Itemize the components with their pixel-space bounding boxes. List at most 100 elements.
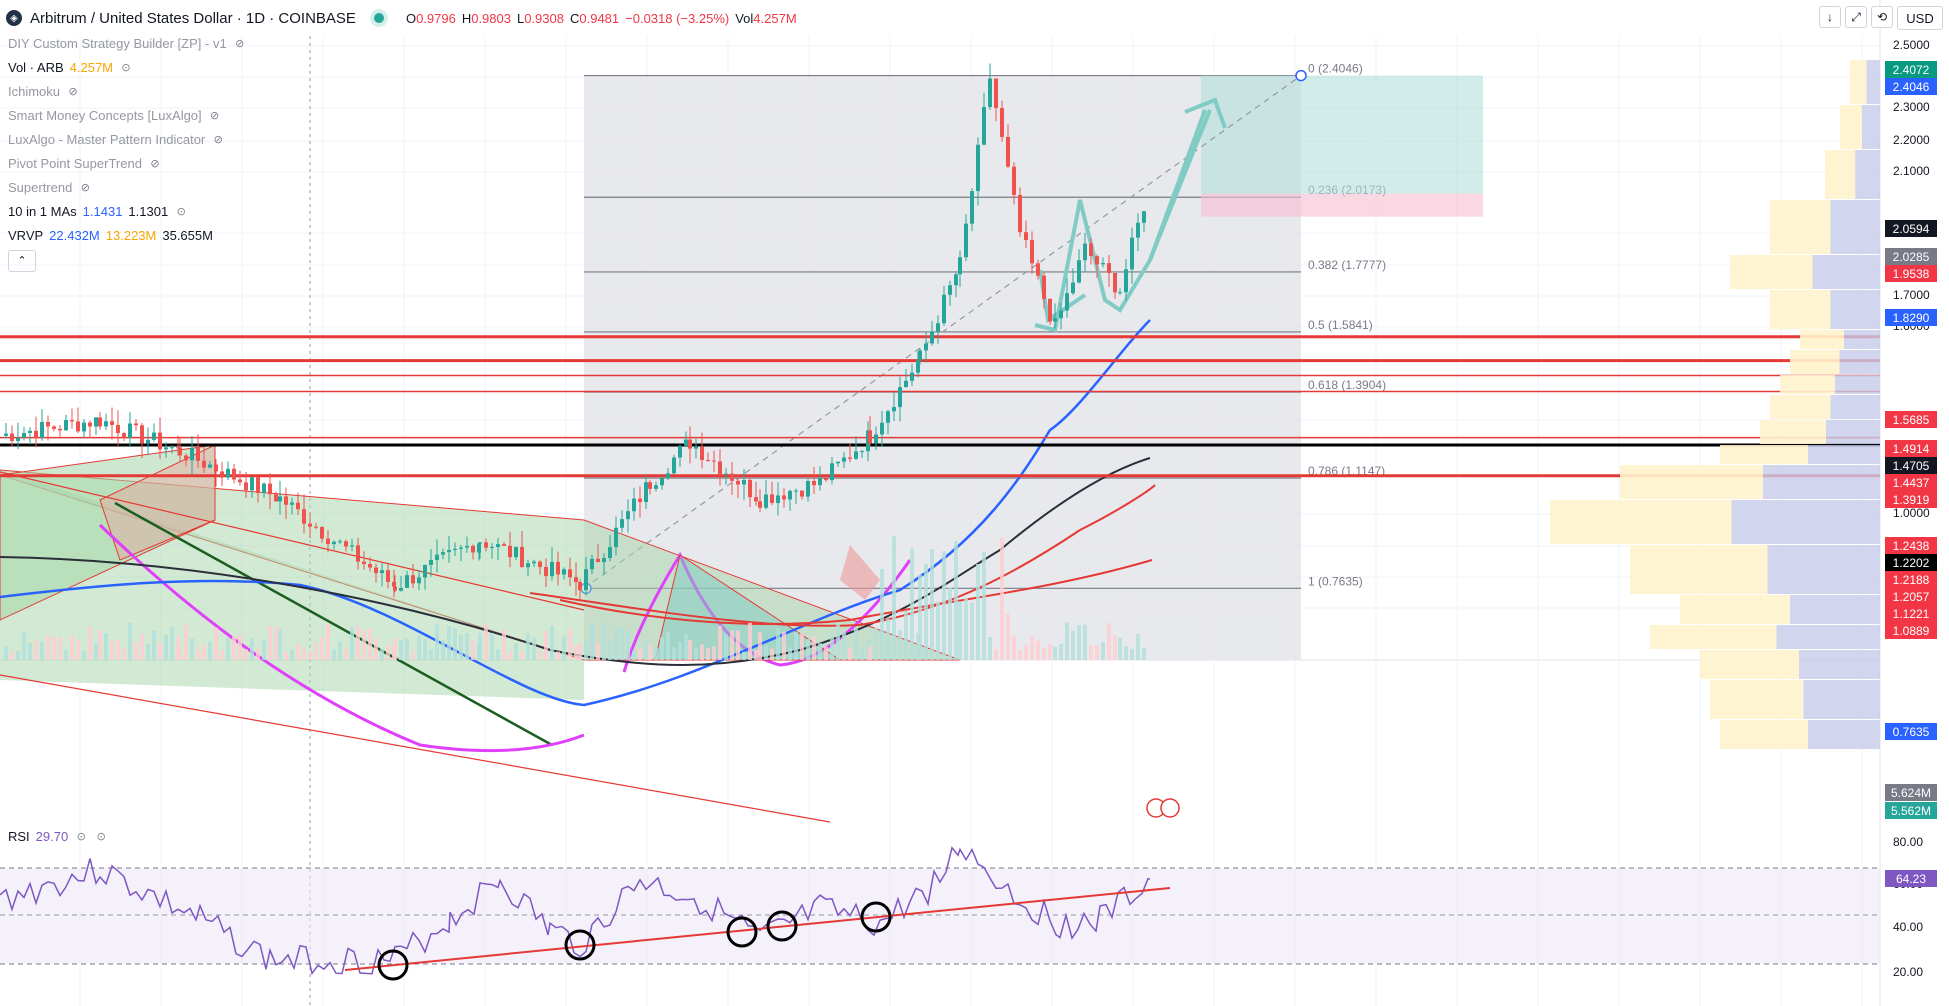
candle-body — [854, 451, 858, 459]
candle-body — [748, 479, 752, 498]
candle-body — [110, 421, 114, 425]
volume-profile-bar — [1770, 395, 1831, 419]
volume-bar — [976, 563, 980, 660]
price-tag: 1.4705 — [1885, 457, 1937, 474]
volume-bar — [459, 634, 463, 660]
price-axis-label: 2.5000 — [1893, 38, 1930, 52]
price-tag: 1.9538 — [1885, 265, 1937, 282]
volume-bar — [250, 638, 254, 660]
volume-profile-bar — [1650, 625, 1777, 649]
volume-bar — [58, 636, 62, 660]
chevron-up-icon[interactable]: ⌃ — [8, 250, 36, 272]
fib-level-label: 0.5 (1.5841) — [1308, 318, 1373, 332]
eye-off-icon[interactable]: ⊘ — [68, 86, 78, 98]
currency-selector[interactable]: USD — [1897, 6, 1943, 30]
eye-off-icon[interactable]: ⊘ — [150, 158, 160, 170]
screenshot-icon[interactable]: ⟲ — [1871, 6, 1893, 28]
volume-profile-bar — [1630, 545, 1768, 594]
legend-row[interactable]: VRVP 22.432M 13.223M 35.655M — [8, 224, 247, 248]
volume-bar — [1095, 645, 1099, 660]
legend-row[interactable]: Supertrend ⊘ — [8, 176, 247, 200]
candle-body — [1071, 282, 1075, 294]
candle-body — [28, 430, 32, 433]
candle-body — [916, 360, 920, 373]
candle-body — [788, 490, 792, 500]
volume-bar — [399, 640, 403, 660]
candle-body — [718, 461, 722, 475]
candle-body — [818, 478, 822, 486]
volume-bar — [532, 637, 536, 660]
candle-body — [1107, 263, 1111, 274]
volume-bar — [712, 646, 716, 660]
volume-bar — [1089, 645, 1093, 660]
volume-bar — [700, 644, 704, 660]
candle-body — [158, 432, 162, 450]
volume-bar — [178, 649, 182, 660]
candle-body — [782, 495, 786, 500]
legend-row[interactable]: 10 in 1 MAs 1.1431 1.1301 ⊙ — [8, 200, 247, 224]
eye-off-icon[interactable]: ⊘ — [235, 38, 245, 50]
candle-body — [226, 468, 230, 478]
volume-bar — [82, 651, 86, 660]
candle-body — [314, 526, 318, 528]
candle-body — [399, 587, 403, 591]
volume-bar — [502, 629, 506, 660]
volume-bar — [904, 610, 908, 660]
volume-bar — [40, 641, 44, 660]
candle-body — [362, 561, 366, 565]
settings-dot-icon[interactable]: ⊙ — [176, 206, 186, 218]
legend-row[interactable]: DIY Custom Strategy Builder [ZP] - v1 ⊘ — [8, 32, 247, 56]
eye-off-icon[interactable]: ⊘ — [80, 182, 90, 194]
volume-bar — [405, 638, 409, 660]
candle-body — [1136, 222, 1140, 238]
candle-body — [190, 447, 194, 461]
volume-bar — [1071, 630, 1075, 660]
legend-row[interactable]: Vol · ARB 4.257M ⊙ — [8, 56, 247, 80]
candle-body — [356, 545, 360, 562]
volume-bar — [892, 535, 896, 660]
candle-body — [1059, 310, 1063, 319]
candle-body — [76, 421, 80, 432]
volume-bar — [1042, 647, 1046, 660]
candle-body — [208, 464, 212, 468]
eye-off-icon[interactable]: ⊘ — [213, 134, 223, 146]
volume-bar — [274, 626, 278, 660]
legend-row[interactable]: Smart Money Concepts [LuxAlgo] ⊘ — [8, 104, 247, 128]
ohlc-key: O — [405, 10, 417, 26]
volume-bar — [332, 649, 336, 660]
volume-bar — [1142, 647, 1146, 660]
volume-bar — [22, 632, 26, 660]
candle-body — [1101, 263, 1105, 265]
projection-arrow-head — [1184, 97, 1227, 129]
settings-dot-icon[interactable]: ⊙ — [121, 62, 131, 74]
volume-profile-bar — [1720, 720, 1808, 749]
candle-body — [694, 446, 698, 449]
legend-row[interactable]: Pivot Point SuperTrend ⊘ — [8, 152, 247, 176]
volume-bar — [574, 645, 578, 660]
settings-dot-icon[interactable]: ⊙ — [76, 831, 86, 843]
candle-body — [918, 350, 922, 361]
candle-body — [706, 460, 710, 462]
candle-body — [848, 457, 852, 459]
legend-row[interactable]: LuxAlgo - Master Pattern Indicator ⊘ — [8, 128, 247, 152]
volume-bar — [268, 625, 272, 660]
volume-profile-bar — [1730, 255, 1813, 289]
candle-body — [1000, 108, 1004, 137]
fib-level-label: 0 (2.4046) — [1308, 62, 1363, 76]
volume-profile-bar — [1763, 465, 1880, 499]
candle-body — [1130, 237, 1134, 270]
candle-body — [94, 417, 98, 427]
legend-row[interactable]: Ichimoku ⊘ — [8, 80, 247, 104]
volume-bar — [296, 643, 300, 660]
download-arrow-icon[interactable]: ↓ — [1819, 6, 1841, 28]
candle-body — [948, 285, 952, 295]
volume-bar — [1101, 642, 1105, 660]
settings-dot-icon[interactable]: ⊙ — [96, 831, 106, 843]
fullscreen-icon[interactable]: ⤢ — [1845, 6, 1867, 28]
symbol-title[interactable]: Arbitrum / United States Dollar · 1D · C… — [30, 9, 356, 27]
volume-bar — [982, 552, 986, 660]
volume-profile-bar — [1839, 350, 1880, 374]
eye-off-icon[interactable]: ⊘ — [210, 110, 220, 122]
